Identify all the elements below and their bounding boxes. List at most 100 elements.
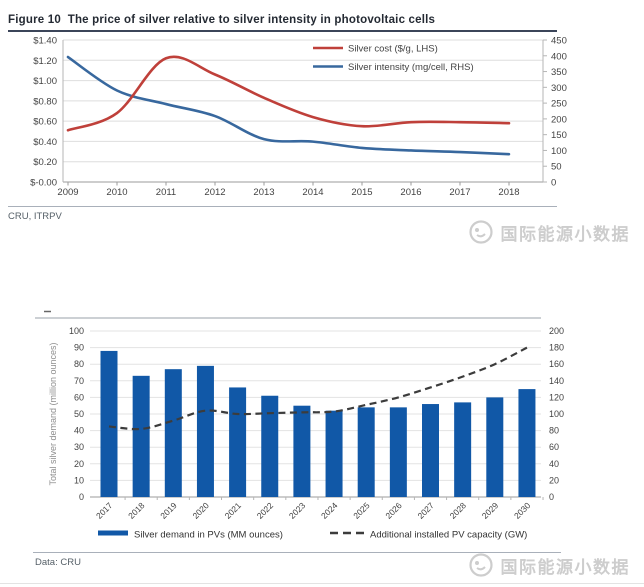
svg-text:50: 50 <box>551 162 562 173</box>
svg-text:2015: 2015 <box>351 187 372 198</box>
svg-text:$0.60: $0.60 <box>33 117 57 128</box>
chart1-legend: Silver cost ($/g, LHS) Silver intensity (… <box>313 44 474 73</box>
svg-text:2028: 2028 <box>448 500 469 521</box>
svg-text:200: 200 <box>551 114 567 125</box>
chart2-x-axis: 2017 2018 2019 2020 2021 2022 2023 2024 2025 2026… <box>94 497 544 521</box>
chart2-legend: Silver demand in PVs (MM ounces) Addition… <box>98 530 527 541</box>
svg-text:2017: 2017 <box>449 187 470 198</box>
svg-text:2014: 2014 <box>302 187 323 198</box>
chart2-frame <box>35 310 541 319</box>
watermark-text: 国际能源小数据 <box>500 224 630 244</box>
svg-text:100: 100 <box>551 146 567 157</box>
watermark-top: 国际能源小数据 <box>468 219 631 245</box>
chart1-bottom-rule <box>8 206 557 207</box>
watermark-logo-icon <box>468 553 493 577</box>
svg-text:2029: 2029 <box>480 500 501 521</box>
svg-text:$1.40: $1.40 <box>33 36 57 47</box>
silver-demand-bars <box>100 350 536 497</box>
svg-text:30: 30 <box>74 442 84 452</box>
svg-text:Additional installed PV capaci: Additional installed PV capacity (GW) <box>370 530 527 541</box>
svg-text:350: 350 <box>551 67 567 78</box>
svg-text:120: 120 <box>549 392 564 402</box>
svg-text:300: 300 <box>551 83 567 94</box>
svg-text:2026: 2026 <box>383 500 404 521</box>
svg-text:2017: 2017 <box>94 500 115 521</box>
svg-text:$0.40: $0.40 <box>33 137 57 148</box>
chart2-y-axis-title: Total silver demand (million ounces) <box>48 342 58 485</box>
svg-text:0: 0 <box>551 178 556 189</box>
figure-title: Figure 10 The price of silver relative t… <box>8 14 436 26</box>
svg-text:2018: 2018 <box>126 500 147 521</box>
svg-text:2030: 2030 <box>512 500 533 521</box>
chart1-left-axis: $1.40 $1.20 $1.00 $0.80 $0.60 $0.40 $0.20 $-0.0… <box>30 36 64 189</box>
svg-text:40: 40 <box>549 459 559 469</box>
svg-text:20: 20 <box>549 475 559 485</box>
svg-text:2018: 2018 <box>498 187 519 198</box>
svg-text:100: 100 <box>69 326 84 336</box>
svg-text:$0.80: $0.80 <box>33 96 57 107</box>
svg-text:2023: 2023 <box>287 500 308 521</box>
svg-text:20: 20 <box>74 459 84 469</box>
price-intensity-chart: $1.40 $1.20 $1.00 $0.80 $0.60 $0.40 $0.20 $-0.0… <box>30 36 567 199</box>
svg-text:2010: 2010 <box>106 187 127 198</box>
svg-text:Silver demand in PVs (MM ounce: Silver demand in PVs (MM ounces) <box>134 530 283 541</box>
watermark-logo-icon <box>468 220 493 244</box>
svg-text:100: 100 <box>549 409 564 419</box>
svg-text:80: 80 <box>549 426 559 436</box>
svg-text:90: 90 <box>74 343 84 353</box>
svg-text:60: 60 <box>74 392 84 402</box>
chart1-x-axis: 2009 2010 2011 2012 2013 2014 2015 2016 2017 2018 <box>57 182 520 198</box>
chart1-source: CRU, ITRPV <box>8 211 62 222</box>
svg-text:60: 60 <box>549 442 559 452</box>
svg-text:150: 150 <box>551 130 567 141</box>
title-underline <box>8 30 557 32</box>
svg-text:2016: 2016 <box>400 187 421 198</box>
svg-text:2012: 2012 <box>204 187 225 198</box>
svg-text:140: 140 <box>549 376 564 386</box>
svg-text:Total silver demand (million o: Total silver demand (million ounces) <box>48 342 58 485</box>
svg-text:450: 450 <box>551 36 567 47</box>
svg-text:400: 400 <box>551 51 567 62</box>
svg-text:40: 40 <box>74 426 84 436</box>
svg-text:2020: 2020 <box>190 500 211 521</box>
svg-text:2025: 2025 <box>351 500 372 521</box>
svg-text:50: 50 <box>74 409 84 419</box>
chart2-gridlines <box>90 330 541 498</box>
svg-text:180: 180 <box>549 343 564 353</box>
svg-text:200: 200 <box>549 326 564 336</box>
svg-text:250: 250 <box>551 99 567 110</box>
svg-text:80: 80 <box>74 359 84 369</box>
svg-text:0: 0 <box>79 492 84 502</box>
watermark-bottom: 国际能源小数据 <box>468 552 631 578</box>
svg-text:$1.00: $1.00 <box>33 76 57 87</box>
chart2-bottom-rule <box>33 552 561 553</box>
svg-text:2009: 2009 <box>57 187 78 198</box>
svg-text:2013: 2013 <box>253 187 274 198</box>
svg-text:Silver cost ($/g, LHS): Silver cost ($/g, LHS) <box>348 44 438 55</box>
svg-text:10: 10 <box>74 475 84 485</box>
svg-text:$-0.00: $-0.00 <box>30 178 57 189</box>
svg-text:160: 160 <box>549 359 564 369</box>
page-bottom-border <box>0 583 644 584</box>
svg-text:2027: 2027 <box>415 500 436 521</box>
svg-text:2021: 2021 <box>223 500 244 521</box>
svg-text:2019: 2019 <box>158 500 179 521</box>
silver-intensity-line <box>66 55 511 156</box>
chart1-right-axis: 450 400 350 300 250 200 150 100 50 0 <box>542 36 567 189</box>
svg-text:Silver intensity (mg/cell, RHS: Silver intensity (mg/cell, RHS) <box>348 62 474 73</box>
svg-text:0: 0 <box>549 492 554 502</box>
chart2-source: Data: CRU <box>35 557 81 568</box>
svg-text:$1.20: $1.20 <box>33 56 57 67</box>
svg-text:$0.20: $0.20 <box>33 157 57 168</box>
svg-text:70: 70 <box>74 376 84 386</box>
svg-text:2011: 2011 <box>156 187 176 198</box>
watermark-text: 国际能源小数据 <box>500 557 630 577</box>
silver-cost-line <box>66 55 511 132</box>
svg-text:2022: 2022 <box>255 500 276 521</box>
pv-capacity-dashed-line <box>108 346 528 431</box>
svg-text:2024: 2024 <box>319 500 340 521</box>
